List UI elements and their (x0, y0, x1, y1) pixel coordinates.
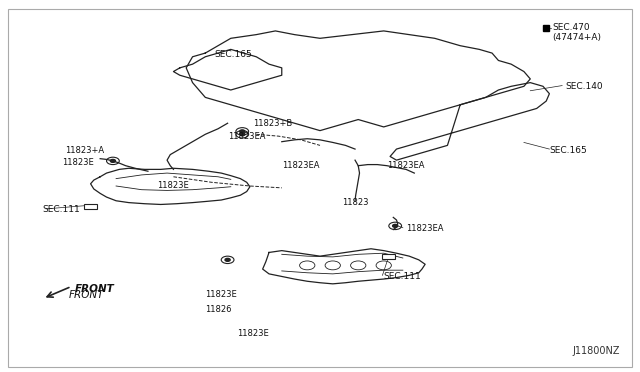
Text: SEC.111: SEC.111 (43, 205, 81, 215)
Text: 11823EA: 11823EA (228, 132, 265, 141)
Text: SEC.165: SEC.165 (549, 147, 587, 155)
Text: 11823E: 11823E (157, 182, 189, 190)
Text: FRONT: FRONT (68, 290, 104, 300)
Text: 11823+A: 11823+A (65, 147, 104, 155)
Text: 11826: 11826 (205, 305, 232, 314)
Text: SEC.111: SEC.111 (384, 272, 422, 281)
Circle shape (240, 133, 245, 136)
Circle shape (393, 224, 397, 227)
Text: 11823+B: 11823+B (253, 119, 292, 128)
Text: 11823: 11823 (342, 198, 369, 207)
Text: 11823EA: 11823EA (406, 224, 444, 233)
Text: 11823E: 11823E (62, 157, 93, 167)
Text: 11823EA: 11823EA (282, 161, 319, 170)
FancyBboxPatch shape (383, 254, 395, 259)
Circle shape (240, 130, 245, 133)
FancyBboxPatch shape (84, 204, 97, 209)
Circle shape (110, 160, 115, 162)
Text: SEC.165: SEC.165 (215, 51, 253, 60)
Text: SEC.470
(47474+A): SEC.470 (47474+A) (552, 23, 602, 42)
Circle shape (225, 259, 230, 261)
Text: 11823EA: 11823EA (387, 161, 424, 170)
Text: SEC.140: SEC.140 (565, 82, 603, 91)
Text: FRONT: FRONT (75, 284, 115, 294)
Text: J11800NZ: J11800NZ (572, 346, 620, 356)
Text: 11823E: 11823E (205, 291, 237, 299)
Text: 11823E: 11823E (237, 329, 269, 338)
